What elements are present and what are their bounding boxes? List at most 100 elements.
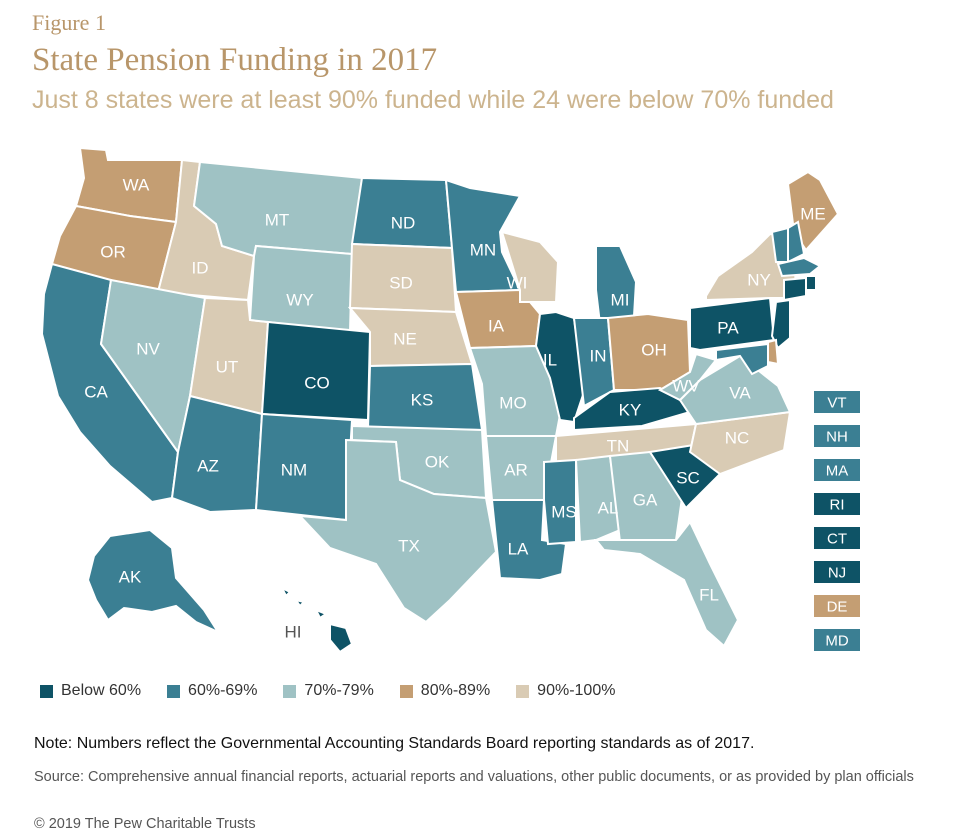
small-state-box-nj — [814, 561, 860, 583]
legend: Below 60% 60%-69% 70%-79% 80%-89% 90%-100% — [40, 682, 615, 700]
state-tx — [297, 438, 498, 624]
state-hi — [279, 585, 354, 654]
state-label-wy: WY — [286, 291, 313, 310]
small-state-box-ct — [814, 527, 860, 549]
chart-title: State Pension Funding in 2017 — [32, 42, 438, 78]
legend-swatch — [399, 684, 413, 698]
state-ma — [776, 256, 822, 278]
state-ri — [805, 275, 817, 291]
state-label-wi: WI — [507, 274, 528, 293]
state-label-tn: TN — [607, 437, 630, 456]
state-de — [767, 338, 780, 366]
state-az — [170, 394, 264, 514]
state-label-sc: SC — [676, 469, 700, 488]
state-label-nd: ND — [391, 214, 416, 233]
state-label-ny: NY — [747, 271, 771, 290]
state-label-nm: NM — [281, 461, 307, 480]
legend-item-c3: 70%-79% — [283, 682, 374, 700]
small-state-label-ma: MA — [826, 463, 849, 480]
legend-label: 60%-69% — [188, 682, 258, 699]
state-label-fl: FL — [699, 586, 719, 605]
copyright: © 2019 The Pew Charitable Trusts — [34, 816, 256, 832]
state-label-ms: MS — [551, 503, 577, 522]
state-mn — [444, 178, 522, 294]
legend-swatch — [167, 684, 181, 698]
state-label-ky: KY — [619, 401, 642, 420]
small-state-box-md — [814, 629, 860, 651]
small-state-label-ri: RI — [830, 497, 845, 514]
state-wy — [248, 244, 354, 334]
note: Note: Numbers reflect the Governmental A… — [34, 735, 755, 752]
legend-label: 70%-79% — [304, 682, 374, 699]
legend-swatch — [40, 684, 53, 698]
state-fl — [593, 520, 740, 648]
state-wi — [500, 230, 560, 303]
state-label-ks: KS — [411, 391, 434, 410]
small-state-label-nh: NH — [826, 429, 848, 446]
state-label-ak: AK — [119, 568, 142, 587]
chart-subtitle: Just 8 states were at least 90% funded w… — [32, 86, 834, 114]
state-label-or: OR — [100, 243, 126, 262]
legend-label: 90%-100% — [537, 682, 616, 699]
state-label-sd: SD — [389, 274, 413, 293]
state-nc — [688, 410, 792, 476]
legend-item-c1: Below 60% — [40, 682, 141, 700]
state-md — [715, 342, 769, 376]
state-co — [260, 320, 372, 422]
small-state-label-ct: CT — [827, 531, 847, 548]
state-label-pa: PA — [717, 319, 739, 338]
state-nj — [770, 298, 791, 350]
state-label-hi: HI — [285, 623, 302, 642]
state-label-al: AL — [598, 499, 619, 518]
state-label-ne: NE — [393, 330, 417, 349]
state-label-wa: WA — [123, 176, 150, 195]
state-label-co: CO — [304, 374, 330, 393]
legend-item-c5: 90%-100% — [516, 682, 615, 700]
state-label-ia: IA — [488, 317, 505, 336]
small-state-label-vt: VT — [827, 395, 846, 412]
state-ak — [86, 528, 221, 635]
state-vt — [770, 226, 789, 263]
state-label-oh: OH — [641, 341, 667, 360]
us-state-map: WA OR CA ID NV UT AZ MT WY CO NM ND SD NE KS OK TX MN IA MO… — [40, 146, 860, 654]
legend-item-c2: 60%-69% — [167, 682, 257, 700]
state-label-nc: NC — [725, 429, 750, 448]
state-label-nv: NV — [136, 340, 160, 359]
state-label-ut: UT — [216, 358, 239, 377]
state-label-mo: MO — [499, 394, 526, 413]
small-state-box-ri — [814, 493, 860, 515]
state-label-la: LA — [508, 540, 529, 559]
state-nh — [787, 220, 806, 264]
state-pa — [689, 296, 776, 352]
state-label-il: IL — [543, 351, 557, 370]
figure-label: Figure 1 — [32, 10, 106, 35]
small-state-label-de: DE — [827, 599, 848, 616]
legend-swatch — [516, 684, 530, 698]
legend-label: Below 60% — [61, 682, 142, 699]
state-label-mi: MI — [611, 291, 630, 310]
state-ms — [543, 458, 577, 546]
legend-item-c4: 80%-89% — [399, 682, 491, 700]
state-label-me: ME — [800, 205, 826, 224]
state-label-in: IN — [590, 347, 607, 366]
small-state-label-md: MD — [825, 633, 848, 650]
state-label-ca: CA — [84, 383, 108, 402]
state-label-mn: MN — [470, 241, 496, 260]
state-label-tx: TX — [398, 537, 420, 556]
state-ct — [783, 276, 807, 302]
state-label-wv: WV — [672, 377, 700, 396]
state-label-az: AZ — [197, 457, 219, 476]
small-state-label-nj: NJ — [828, 565, 846, 582]
state-label-mt: MT — [265, 211, 290, 230]
state-label-ar: AR — [504, 461, 528, 480]
state-al — [574, 454, 622, 544]
small-state-box-de — [814, 595, 860, 617]
small-state-box-vt — [814, 391, 860, 413]
state-label-ok: OK — [425, 453, 450, 472]
state-label-va: VA — [729, 384, 751, 403]
state-label-id: ID — [192, 259, 209, 278]
state-label-ga: GA — [633, 491, 658, 510]
small-state-box-nh — [814, 425, 860, 447]
legend-label: 80%-89% — [420, 682, 491, 699]
source: Source: Comprehensive annual financial r… — [34, 769, 914, 785]
